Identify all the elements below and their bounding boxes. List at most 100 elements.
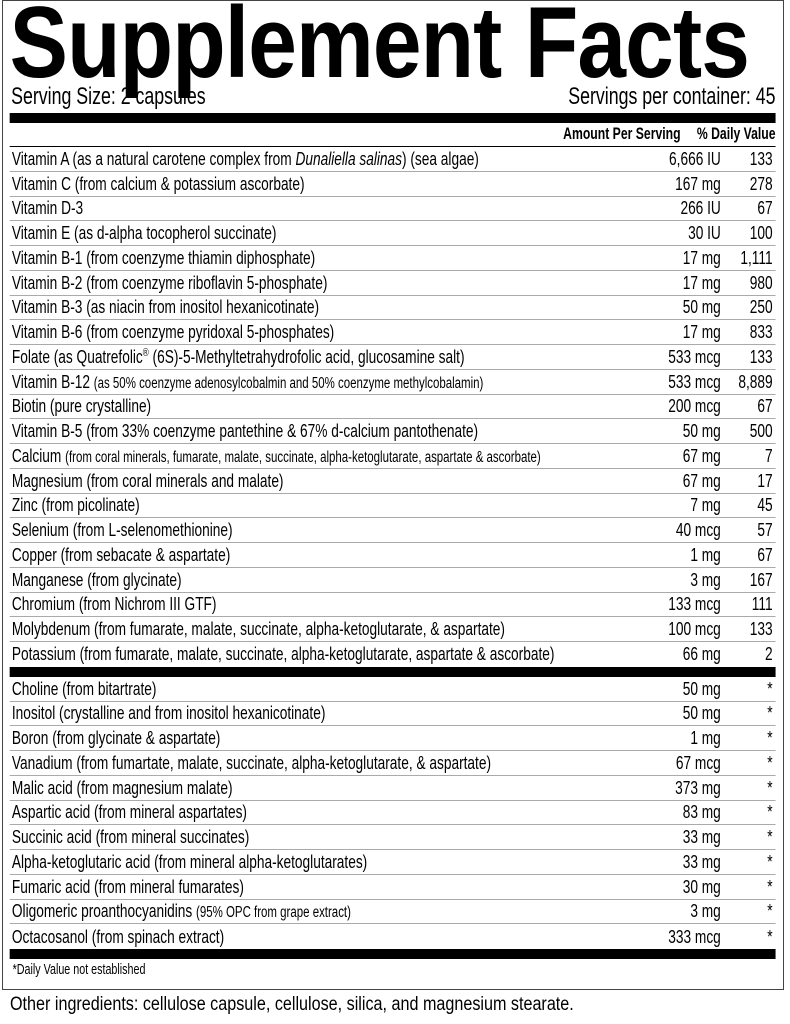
nutrient-name: Potassium (from fumarate, malate, succin…	[10, 643, 640, 665]
nutrient-name: Vitamin A (as a natural carotene complex…	[10, 148, 640, 170]
daily-value: 67	[757, 543, 773, 565]
table-row: Magnesium (from coral minerals and malat…	[9, 469, 776, 494]
nutrient-name-part: Vitamin C (from calcium & potassium asco…	[11, 172, 305, 194]
daily-value: 500	[749, 420, 773, 442]
nutrient-name: Inositol (crystalline and from inositol …	[10, 702, 640, 724]
amount-value: 1 mg	[690, 727, 721, 749]
amount-value: 266 IU	[680, 197, 721, 219]
table-row: Folate (as Quatrefolic® (6S)-5-Methyltet…	[9, 345, 776, 370]
table-row: Boron (from glycinate & aspartate) 1 mg *	[9, 726, 776, 751]
amount-value: 1 mg	[690, 543, 721, 565]
table-row: Oligomeric proanthocyanidins (95% OPC fr…	[9, 900, 776, 925]
nutrient-name-part: Zinc (from picolinate)	[11, 494, 140, 516]
table-row: Vitamin B-5 (from 33% coenzyme pantethin…	[9, 419, 776, 444]
daily-value: 167	[749, 568, 773, 590]
daily-value: 100	[749, 222, 773, 244]
amount-value: 30 mg	[682, 875, 721, 897]
table-row: Biotin (pure crystalline) 200 mcg 67	[9, 395, 776, 420]
table-row: Molybdenum (from fumarate, malate, succi…	[9, 617, 776, 642]
daily-value: *	[767, 826, 773, 848]
nutrient-name: Boron (from glycinate & aspartate)	[10, 727, 640, 749]
nutrient-name: Manganese (from glycinate)	[10, 569, 640, 591]
table-row: Choline (from bitartrate) 50 mg *	[9, 677, 776, 702]
nutrient-name-part: (as 50% coenzyme adenosylcobalmin and 50…	[93, 374, 484, 392]
dv-header: % Daily Value	[696, 125, 776, 143]
nutrient-name-part: Octacosanol (from spinach extract)	[11, 925, 225, 947]
other-ingredients: Other ingredients: cellulose capsule, ce…	[10, 994, 574, 1015]
serving-info: Serving Size: 2 capsules Servings per co…	[3, 83, 782, 113]
table-row: Manganese (from glycinate) 3 mg 167	[9, 568, 776, 593]
nutrient-name-part: (95% OPC from grape extract)	[196, 904, 351, 922]
daily-value: 980	[749, 271, 773, 293]
amount-value: 67 mg	[682, 469, 721, 491]
nutrient-name-part: Vitamin B-1 (from coenzyme thiamin dipho…	[11, 246, 316, 268]
daily-value: *	[767, 900, 773, 922]
table-row: Vitamin E (as d-alpha tocopherol succina…	[9, 221, 776, 246]
divider-thick	[9, 949, 776, 959]
table-row: Vitamin B-1 (from coenzyme thiamin dipho…	[9, 246, 776, 271]
table-row: Octacosanol (from spinach extract) 333 mc…	[10, 924, 776, 949]
nutrient-name: Selenium (from L-selenomethionine)	[10, 519, 640, 541]
daily-value: 133	[749, 345, 773, 367]
nutrient-name-part: Calcium	[11, 444, 66, 466]
table-row: Selenium (from L-selenomethionine) 40 mcg…	[9, 518, 776, 543]
daily-value: *	[767, 751, 773, 773]
table-row: Vitamin D-3 266 IU 67	[9, 197, 776, 222]
daily-value: 7	[764, 444, 773, 466]
amount-value: 50 mg	[682, 677, 721, 699]
nutrient-name-part: Copper (from sebacate & aspartate)	[11, 543, 231, 565]
daily-value: *	[767, 727, 773, 749]
amount-value: 7 mg	[690, 494, 721, 516]
table-row: Vitamin B-2 (from coenzyme riboflavin 5-…	[9, 271, 776, 296]
table-row: Vitamin C (from calcium & potassium asco…	[9, 172, 776, 197]
daily-value: 278	[749, 172, 773, 194]
table-row: Vitamin B-3 (as niacin from inositol hex…	[9, 296, 776, 321]
supplement-facts-panel: Supplement Facts Serving Size: 2 capsule…	[2, 0, 784, 990]
nutrient-name-part: Manganese (from glycinate)	[11, 568, 182, 590]
amount-value: 33 mg	[682, 826, 721, 848]
table-row: Aspartic acid (from mineral aspartates) 8…	[9, 801, 776, 826]
nutrient-name: Copper (from sebacate & aspartate)	[10, 544, 640, 566]
nutrient-name-part: Alpha-ketoglutaric acid (from mineral al…	[11, 850, 368, 872]
nutrient-name: Fumaric acid (from mineral fumarates)	[10, 876, 640, 898]
nutrient-name: Succinic acid (from mineral succinates)	[10, 826, 640, 848]
nutrient-name: Vitamin C (from calcium & potassium asco…	[10, 173, 640, 195]
nutrient-name-part: Vitamin B-6 (from coenzyme pyridoxal 5-p…	[11, 321, 335, 343]
daily-value: 45	[757, 494, 773, 516]
amount-value: 66 mg	[682, 643, 721, 665]
nutrient-name: Vitamin B-5 (from 33% coenzyme pantethin…	[10, 420, 640, 442]
column-header: Amount Per Serving % Daily Value	[9, 123, 776, 147]
nutrient-section-vitamins-minerals: Vitamin A (as a natural carotene complex…	[3, 147, 782, 667]
daily-value: 17	[757, 469, 773, 491]
table-row: Vanadium (from fumartate, malate, succin…	[9, 751, 776, 776]
nutrient-name-part: Boron (from glycinate & aspartate)	[11, 727, 221, 749]
nutrient-name-part: Vitamin A (as a natural carotene complex…	[11, 147, 296, 169]
nutrient-name: Octacosanol (from spinach extract)	[10, 926, 640, 948]
daily-value: 67	[757, 197, 773, 219]
amount-header: Amount Per Serving	[563, 125, 681, 143]
table-row: Vitamin B-6 (from coenzyme pyridoxal 5-p…	[9, 320, 776, 345]
amount-value: 133 mcg	[668, 593, 721, 615]
amount-value: 67 mcg	[675, 751, 721, 773]
nutrient-name: Vitamin B-2 (from coenzyme riboflavin 5-…	[10, 272, 640, 294]
table-row: Potassium (from fumarate, malate, succin…	[10, 642, 776, 667]
daily-value: 250	[749, 296, 773, 318]
nutrient-name-part: Fumaric acid (from mineral fumarates)	[11, 875, 244, 897]
daily-value: 57	[757, 519, 773, 541]
daily-value: 833	[749, 321, 773, 343]
amount-value: 83 mg	[682, 801, 721, 823]
nutrient-name-part: Potassium (from fumarate, malate, succin…	[11, 643, 555, 665]
nutrient-name-part: Chromium (from Nichrom III GTF)	[11, 593, 217, 615]
nutrient-name-part: (6S)-5-Methyltetrahydrofolic acid, gluco…	[148, 345, 465, 367]
nutrient-name-part: Biotin (pure crystalline)	[11, 395, 152, 417]
divider-thick	[9, 113, 776, 123]
table-row: Inositol (crystalline and from inositol …	[9, 702, 776, 727]
table-row: Vitamin A (as a natural carotene complex…	[9, 147, 776, 172]
nutrient-name: Chromium (from Nichrom III GTF)	[10, 593, 640, 615]
daily-value: *	[767, 875, 773, 897]
amount-value: 50 mg	[682, 702, 721, 724]
nutrient-name: Oligomeric proanthocyanidins (95% OPC fr…	[10, 900, 640, 922]
nutrient-name-part: Vanadium (from fumartate, malate, succin…	[11, 751, 492, 773]
nutrient-name-part: Selenium (from L-selenomethionine)	[11, 519, 233, 541]
amount-value: 200 mcg	[668, 395, 721, 417]
